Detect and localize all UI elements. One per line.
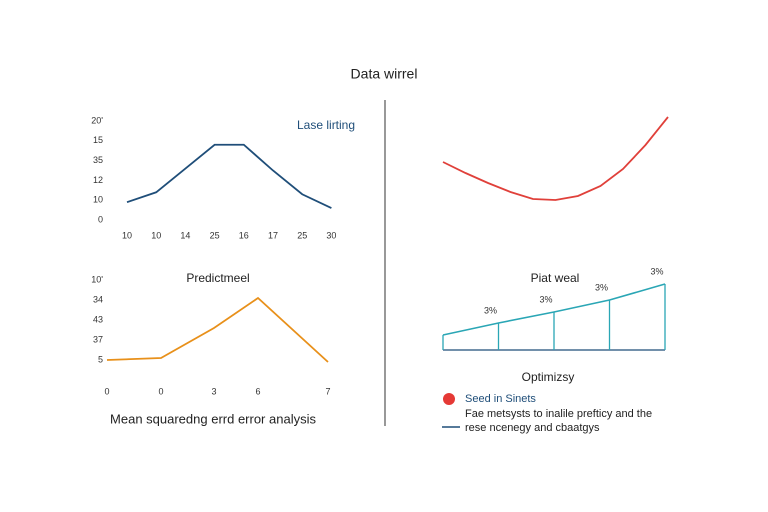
x-tick-label: 25 bbox=[297, 230, 307, 240]
annotation: 3% bbox=[595, 282, 608, 292]
legend-dot bbox=[443, 393, 455, 405]
x-tick-label: 14 bbox=[180, 230, 190, 240]
legend-text: Fae metsysts to inalile prefticy and the bbox=[465, 408, 652, 420]
y-tick-label: 10 bbox=[93, 195, 103, 205]
legend-label: Seed in Sinets bbox=[465, 393, 536, 405]
y-tick-label: 37 bbox=[93, 334, 103, 344]
x-tick-label: 30 bbox=[326, 230, 336, 240]
x-tick-label: 3 bbox=[211, 386, 216, 396]
annotation: 3% bbox=[539, 294, 552, 304]
curve bbox=[442, 116, 669, 201]
y-tick-label: 5 bbox=[98, 354, 103, 364]
y-tick-label: 20' bbox=[91, 115, 103, 125]
chart-title: Lase lirting bbox=[297, 118, 355, 132]
y-tick-label: 43 bbox=[93, 314, 103, 324]
subtitle: Optimizsy bbox=[522, 370, 575, 384]
line bbox=[126, 143, 332, 209]
y-tick-label: 10' bbox=[91, 274, 103, 284]
caption: Mean squaredng errd error analysis bbox=[110, 411, 316, 426]
x-tick-label: 10 bbox=[151, 230, 161, 240]
y-tick-label: 0 bbox=[98, 214, 103, 224]
legend-text: rese ncenegy and cbaatgys bbox=[465, 422, 600, 434]
area-line bbox=[442, 283, 666, 336]
y-tick-label: 34 bbox=[93, 294, 103, 304]
x-tick-label: 10 bbox=[122, 230, 132, 240]
line bbox=[106, 296, 329, 363]
chart-title: Predictmeel bbox=[186, 271, 249, 285]
x-tick-label: 16 bbox=[239, 230, 249, 240]
x-tick-label: 17 bbox=[268, 230, 278, 240]
y-tick-label: 35 bbox=[93, 155, 103, 165]
x-tick-label: 6 bbox=[255, 386, 260, 396]
x-tick-label: 7 bbox=[325, 386, 330, 396]
x-tick-label: 0 bbox=[158, 386, 163, 396]
y-tick-label: 15 bbox=[93, 135, 103, 145]
x-tick-label: 0 bbox=[104, 386, 109, 396]
annotation: 3% bbox=[650, 266, 663, 276]
x-tick-label: 25 bbox=[210, 230, 220, 240]
chart-title: Piat weal bbox=[531, 271, 580, 285]
annotation: 3% bbox=[484, 305, 497, 315]
y-tick-label: 12 bbox=[93, 175, 103, 185]
page-title: Data wirrel bbox=[351, 66, 418, 82]
